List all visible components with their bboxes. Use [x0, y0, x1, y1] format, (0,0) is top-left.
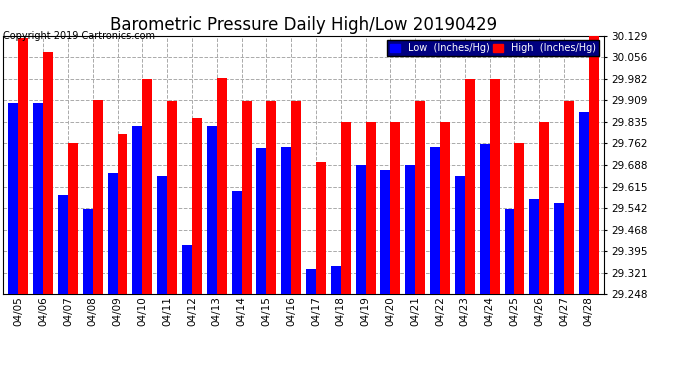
Bar — [117, 134, 128, 294]
Bar — [515, 143, 524, 294]
Bar — [316, 162, 326, 294]
Bar — [192, 118, 202, 294]
Bar — [58, 195, 68, 294]
Bar — [282, 147, 291, 294]
Bar — [380, 170, 391, 294]
Bar — [366, 122, 375, 294]
Bar — [266, 100, 276, 294]
Bar — [415, 100, 425, 294]
Bar — [331, 266, 341, 294]
Bar — [33, 103, 43, 294]
Bar — [405, 165, 415, 294]
Bar — [455, 176, 465, 294]
Bar — [83, 210, 92, 294]
Bar — [291, 100, 301, 294]
Bar — [355, 165, 366, 294]
Text: Copyright 2019 Cartronics.com: Copyright 2019 Cartronics.com — [3, 32, 155, 41]
Bar — [480, 144, 490, 294]
Title: Barometric Pressure Daily High/Low 20190429: Barometric Pressure Daily High/Low 20190… — [110, 16, 497, 34]
Bar — [341, 122, 351, 294]
Bar — [504, 209, 515, 294]
Bar — [217, 78, 227, 294]
Bar — [257, 147, 266, 294]
Bar — [43, 53, 53, 294]
Bar — [529, 199, 540, 294]
Bar — [108, 173, 117, 294]
Bar — [157, 176, 167, 294]
Bar — [540, 122, 549, 294]
Bar — [8, 103, 19, 294]
Bar — [207, 126, 217, 294]
Bar — [564, 100, 574, 294]
Bar — [241, 101, 252, 294]
Bar — [19, 38, 28, 294]
Legend: Low  (Inches/Hg), High  (Inches/Hg): Low (Inches/Hg), High (Inches/Hg) — [387, 40, 599, 56]
Bar — [306, 268, 316, 294]
Bar — [68, 143, 78, 294]
Bar — [232, 191, 241, 294]
Bar — [554, 203, 564, 294]
Bar — [391, 122, 400, 294]
Bar — [589, 36, 599, 294]
Bar — [430, 147, 440, 294]
Bar — [92, 100, 103, 294]
Bar — [465, 80, 475, 294]
Bar — [579, 112, 589, 294]
Bar — [440, 122, 450, 294]
Bar — [490, 80, 500, 294]
Bar — [167, 100, 177, 294]
Bar — [182, 245, 192, 294]
Bar — [132, 126, 142, 294]
Bar — [142, 80, 152, 294]
